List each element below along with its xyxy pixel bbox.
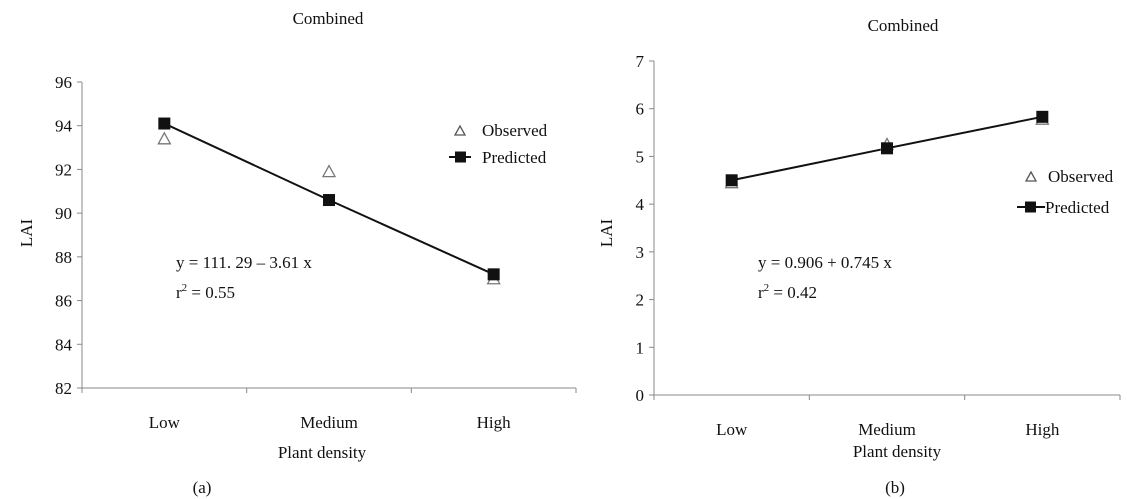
y-tick-label: 88 xyxy=(55,248,72,267)
legend-observed-label: Observed xyxy=(482,121,548,140)
y-axis-label: LAI xyxy=(597,219,616,248)
y-axis-label: LAI xyxy=(17,219,36,248)
y-tick-label: 5 xyxy=(636,147,645,166)
legend: Observed xyxy=(1024,167,1114,186)
chart-panel-a: Combined LAI 82 84 86 88 90 92 94 96 Low Medium H… xyxy=(17,9,577,497)
data-point-predicted xyxy=(487,268,500,281)
x-axis-label: Plant density xyxy=(278,443,367,462)
chart-panel-b: Combined LAI 0 1 2 3 4 5 6 7 Low Medium High Plan… xyxy=(597,16,1121,497)
y-tick-label: 82 xyxy=(55,379,72,398)
x-tick-label: Medium xyxy=(300,413,358,432)
y-tick-label: 7 xyxy=(636,52,645,71)
legend-observed-symbol xyxy=(453,124,467,136)
legend-observed-symbol xyxy=(1024,170,1038,182)
data-point-observed xyxy=(157,131,172,145)
data-point-predicted xyxy=(725,174,738,187)
data-point-observed xyxy=(321,164,337,178)
y-tick-label: 94 xyxy=(55,117,73,136)
r-squared: r2 = 0.42 xyxy=(758,282,817,302)
data-point-predicted xyxy=(881,142,893,155)
y-tick-label: 92 xyxy=(55,160,72,179)
regression-equation: y = 111. 29 – 3.61 x xyxy=(176,253,312,272)
data-point-predicted xyxy=(158,117,171,130)
chart-title: Combined xyxy=(868,16,939,35)
x-tick-label: Low xyxy=(149,413,181,432)
x-tick-label: Medium xyxy=(858,420,916,439)
legend: Observed Predicted xyxy=(449,121,548,167)
regression-equation: y = 0.906 + 0.745 x xyxy=(758,253,892,272)
panel-label: (a) xyxy=(193,478,212,497)
y-tick-label: 6 xyxy=(636,100,645,119)
data-point-predicted xyxy=(1036,110,1049,123)
legend-predicted-symbol xyxy=(449,151,471,163)
y-tick-label: 0 xyxy=(636,386,645,405)
x-tick-label: Low xyxy=(716,420,748,439)
x-axis-label: Plant density xyxy=(853,442,942,461)
legend-predicted-label: Predicted xyxy=(482,148,547,167)
y-tick-label: 1 xyxy=(636,338,645,357)
y-tick-label: 2 xyxy=(636,291,645,310)
y-tick-label: 96 xyxy=(55,73,72,92)
legend-predicted-label: Predicted xyxy=(1045,198,1110,217)
panel-label: (b) xyxy=(885,478,905,497)
data-point-predicted xyxy=(323,194,335,207)
y-tick-label: 3 xyxy=(636,243,645,262)
y-tick-label: 84 xyxy=(55,335,73,354)
r-squared: r2 = 0.55 xyxy=(176,282,235,302)
legend-predicted-symbol xyxy=(1017,201,1045,213)
y-tick-label: 90 xyxy=(55,204,72,223)
chart-title: Combined xyxy=(293,9,364,28)
legend-observed-label: Observed xyxy=(1048,167,1114,186)
x-tick-label: High xyxy=(1025,420,1060,439)
legend: Predicted xyxy=(1017,198,1110,217)
x-tick-label: High xyxy=(477,413,512,432)
y-tick-label: 86 xyxy=(55,292,72,311)
y-tick-label: 4 xyxy=(636,195,645,214)
